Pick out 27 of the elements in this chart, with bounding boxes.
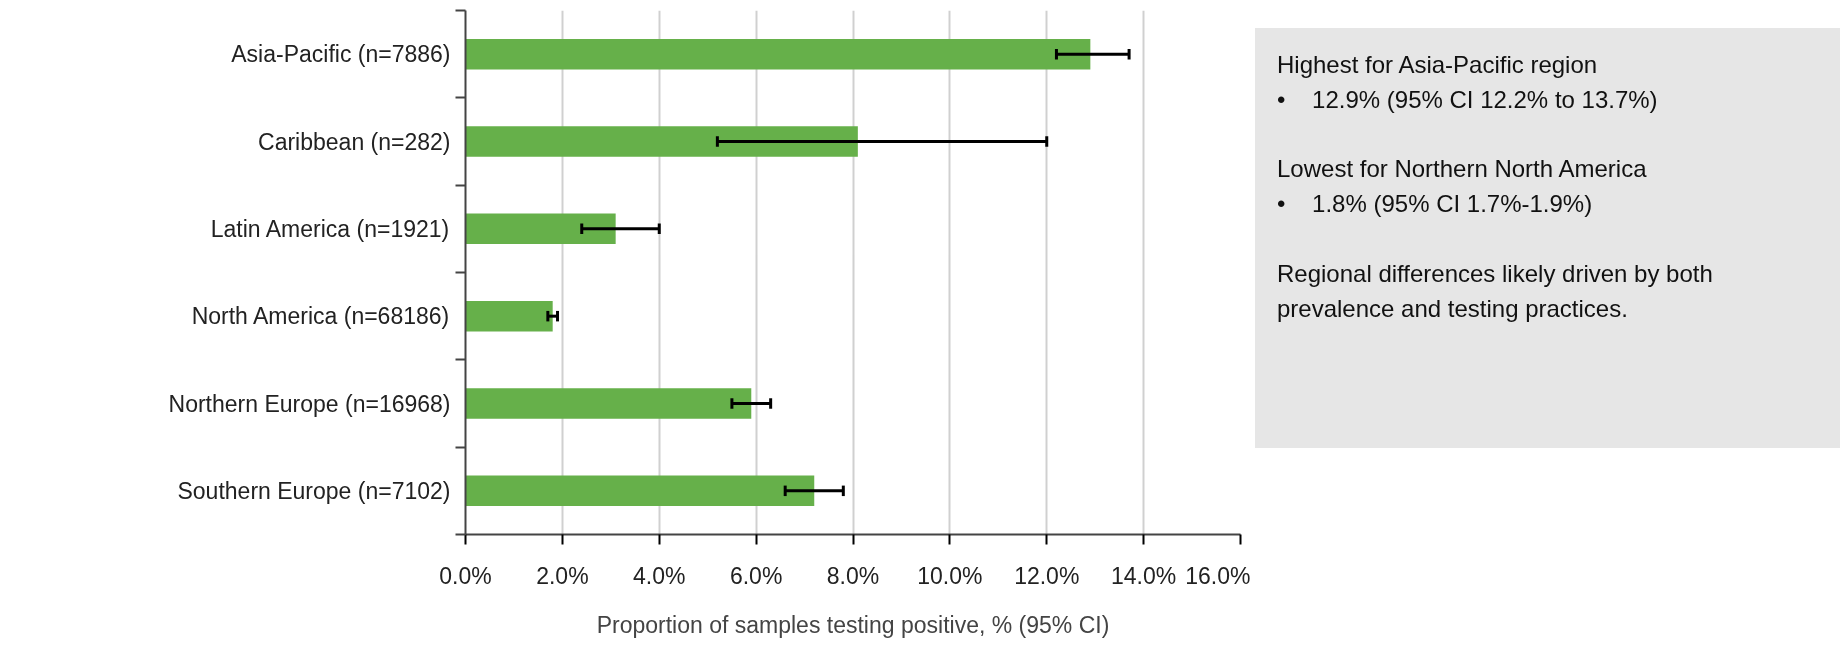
text: • 1.8% (95% CI 1.7%-1.9%)	[1277, 189, 1594, 220]
text: Lowest for Northern North America	[1277, 154, 1648, 185]
bar	[465, 38, 1091, 70]
y-tick-label: Southern Europe (n=7102)	[177, 477, 451, 504]
x-tick-label: 2.0%	[536, 562, 589, 589]
bar	[465, 300, 553, 332]
x-tick-label: 14.0%	[1111, 562, 1177, 589]
x-axis-title: Proportion of samples testing positive, % (95% CI)	[596, 611, 1110, 638]
x-tick-label: 16.0%	[1185, 562, 1251, 589]
x-tick-label: 4.0%	[633, 562, 686, 589]
y-tick-label: Asia-Pacific (n=7886)	[231, 41, 451, 68]
x-tick-label: 12.0%	[1014, 562, 1080, 589]
bar	[465, 126, 858, 157]
bar	[465, 388, 752, 419]
y-tick-label: Caribbean (n=282)	[258, 128, 451, 155]
x-tick-label: 0.0%	[439, 562, 492, 589]
text: Regional differences likely driven by both prevalence and testing practices.	[1277, 258, 1714, 324]
bar	[465, 213, 616, 245]
y-tick-label: North America (n=68186)	[191, 303, 450, 330]
text: Highest for Asia-Pacific region	[1277, 50, 1599, 80]
y-tick-label: Northern Europe (n=16968)	[168, 390, 451, 417]
x-tick-label: 8.0%	[826, 562, 880, 589]
y-tick-label: Latin America (n=1921)	[210, 215, 450, 242]
bar	[465, 475, 815, 507]
text: • 12.9% (95% CI 12.2% to 13.7%)	[1277, 84, 1659, 115]
x-tick-label: 10.0%	[917, 562, 983, 589]
x-tick-label: 6.0%	[729, 562, 783, 589]
